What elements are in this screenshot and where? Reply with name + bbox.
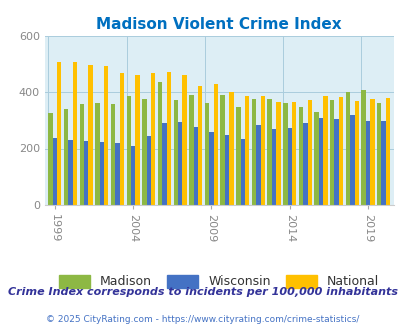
Title: Madison Violent Crime Index: Madison Violent Crime Index: [96, 17, 341, 32]
Bar: [84, 142, 88, 205]
Bar: [99, 142, 104, 205]
Bar: [298, 107, 303, 205]
Bar: [48, 114, 53, 205]
Bar: [307, 100, 311, 205]
Bar: [385, 98, 389, 205]
Bar: [126, 96, 130, 205]
Bar: [173, 100, 177, 205]
Bar: [369, 99, 374, 205]
Bar: [303, 123, 307, 205]
Bar: [95, 103, 99, 205]
Bar: [146, 136, 151, 205]
Bar: [349, 115, 354, 205]
Bar: [354, 101, 358, 205]
Bar: [244, 96, 249, 205]
Bar: [213, 84, 217, 205]
Bar: [68, 140, 72, 205]
Bar: [329, 100, 334, 205]
Bar: [381, 121, 385, 205]
Bar: [115, 143, 119, 205]
Bar: [360, 89, 365, 205]
Bar: [291, 102, 296, 205]
Bar: [322, 96, 327, 205]
Bar: [151, 73, 155, 205]
Bar: [251, 99, 256, 205]
Bar: [88, 65, 92, 205]
Bar: [236, 107, 240, 205]
Bar: [193, 127, 198, 205]
Bar: [267, 99, 271, 205]
Bar: [275, 102, 280, 205]
Bar: [104, 66, 108, 205]
Bar: [318, 118, 322, 205]
Bar: [334, 119, 338, 205]
Bar: [365, 121, 369, 205]
Bar: [313, 112, 318, 205]
Bar: [111, 104, 115, 205]
Bar: [338, 97, 342, 205]
Bar: [57, 62, 61, 205]
Bar: [260, 96, 264, 205]
Bar: [287, 128, 291, 205]
Bar: [64, 109, 68, 205]
Bar: [79, 104, 84, 205]
Bar: [162, 123, 166, 205]
Bar: [256, 125, 260, 205]
Text: Crime Index corresponds to incidents per 100,000 inhabitants: Crime Index corresponds to incidents per…: [8, 287, 397, 297]
Bar: [229, 91, 233, 205]
Bar: [224, 135, 229, 205]
Bar: [220, 95, 224, 205]
Bar: [182, 75, 186, 205]
Bar: [135, 75, 139, 205]
Bar: [130, 146, 135, 205]
Bar: [282, 103, 287, 205]
Bar: [271, 129, 275, 205]
Text: © 2025 CityRating.com - https://www.cityrating.com/crime-statistics/: © 2025 CityRating.com - https://www.city…: [46, 315, 359, 324]
Bar: [240, 139, 244, 205]
Bar: [72, 62, 77, 205]
Bar: [166, 72, 171, 205]
Bar: [158, 82, 162, 205]
Bar: [142, 99, 146, 205]
Bar: [198, 86, 202, 205]
Bar: [209, 132, 213, 205]
Bar: [119, 73, 124, 205]
Bar: [53, 138, 57, 205]
Bar: [205, 103, 209, 205]
Bar: [177, 122, 182, 205]
Bar: [345, 92, 349, 205]
Bar: [189, 95, 193, 205]
Bar: [376, 103, 381, 205]
Legend: Madison, Wisconsin, National: Madison, Wisconsin, National: [54, 270, 384, 293]
